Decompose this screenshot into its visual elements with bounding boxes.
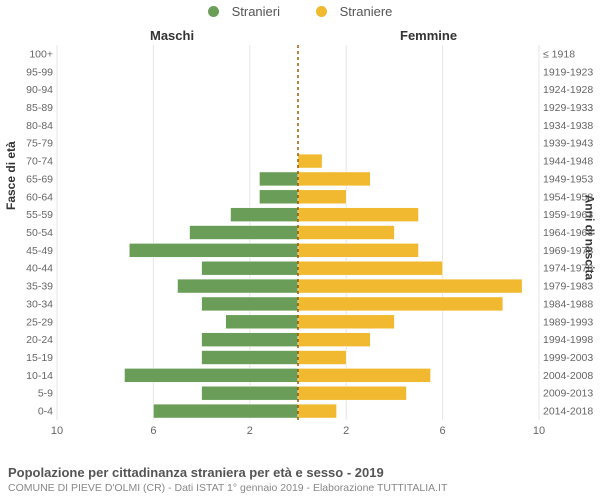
birth-label: 1964-1968 bbox=[543, 227, 593, 239]
age-label: 90-94 bbox=[26, 84, 53, 96]
x-axis-ticks: 10 6 2 2 6 10 bbox=[51, 425, 545, 437]
birth-label: ≤ 1918 bbox=[543, 48, 575, 60]
bar-female bbox=[298, 279, 522, 293]
legend-item-male: Stranieri bbox=[200, 4, 288, 19]
age-label: 35-39 bbox=[26, 281, 53, 293]
bar-male bbox=[202, 261, 298, 275]
birth-label: 1989-1993 bbox=[543, 316, 593, 328]
legend-swatch-male bbox=[208, 6, 219, 17]
bar-male bbox=[226, 315, 298, 329]
chart-subtitle: COMUNE DI PIEVE D'OLMI (CR) - Dati ISTAT… bbox=[8, 482, 447, 494]
birth-label: 1929-1933 bbox=[543, 102, 593, 114]
bar-female bbox=[298, 190, 346, 204]
bar-female bbox=[298, 333, 370, 347]
birth-label: 2004-2008 bbox=[543, 370, 593, 382]
pyramid-plot: 100+95-9990-9485-8980-8475-7970-7465-696… bbox=[57, 45, 539, 440]
age-label: 30-34 bbox=[26, 298, 53, 310]
bar-male bbox=[259, 190, 298, 204]
x-tick: 6 bbox=[440, 425, 446, 437]
age-label: 50-54 bbox=[26, 227, 53, 239]
bar-female bbox=[298, 226, 394, 240]
bar-male bbox=[153, 404, 298, 418]
age-label: 5-9 bbox=[38, 388, 53, 400]
age-label: 40-44 bbox=[26, 263, 53, 275]
bar-male bbox=[202, 351, 298, 365]
legend-swatch-female bbox=[316, 6, 327, 17]
legend-item-female: Straniere bbox=[308, 4, 401, 19]
birth-label: 1999-2003 bbox=[543, 352, 593, 364]
legend-label-male: Stranieri bbox=[232, 4, 280, 19]
birth-label: 1979-1983 bbox=[543, 281, 593, 293]
birth-label: 1959-1963 bbox=[543, 209, 593, 221]
bar-male bbox=[202, 297, 298, 311]
bar-female bbox=[298, 315, 394, 329]
legend-label-female: Straniere bbox=[340, 4, 393, 19]
birth-label: 1984-1988 bbox=[543, 298, 593, 310]
bar-male bbox=[202, 333, 298, 347]
legend: Stranieri Straniere bbox=[0, 4, 600, 20]
birth-label: 1919-1923 bbox=[543, 66, 593, 78]
age-labels: 100+ 95-99 90-94 85-89 80-84 75-79 70-74 65-69 6… bbox=[26, 48, 53, 417]
bar-female bbox=[298, 368, 431, 382]
birth-label: 1944-1948 bbox=[543, 156, 593, 168]
chart-footer: Popolazione per cittadinanza straniera p… bbox=[8, 465, 447, 494]
age-label: 55-59 bbox=[26, 209, 53, 221]
birth-label: 1969-1973 bbox=[543, 245, 593, 257]
bar-female bbox=[298, 208, 419, 222]
bar-female bbox=[298, 386, 406, 400]
age-label: 80-84 bbox=[26, 120, 53, 132]
bars bbox=[124, 154, 522, 418]
chart-container: Stranieri Straniere Maschi Femmine Fasce… bbox=[0, 0, 600, 500]
age-label: 45-49 bbox=[26, 245, 53, 257]
bar-male bbox=[190, 226, 298, 240]
birth-label: 1924-1928 bbox=[543, 84, 593, 96]
birth-label: 2009-2013 bbox=[543, 388, 593, 400]
age-label: 0-4 bbox=[38, 406, 53, 418]
header-male: Maschi bbox=[150, 28, 194, 43]
x-tick: 2 bbox=[343, 425, 349, 437]
age-label: 100+ bbox=[29, 48, 53, 60]
birth-label: 1974-1978 bbox=[543, 263, 593, 275]
birth-label: 1949-1953 bbox=[543, 173, 593, 185]
x-tick: 10 bbox=[51, 425, 63, 437]
age-label: 95-99 bbox=[26, 66, 53, 78]
bar-male bbox=[259, 172, 298, 186]
birth-label: 2014-2018 bbox=[543, 406, 593, 418]
bar-female bbox=[298, 243, 419, 257]
x-tick: 10 bbox=[533, 425, 545, 437]
bar-female bbox=[298, 351, 346, 365]
age-label: 10-14 bbox=[26, 370, 53, 382]
birth-label: 1994-1998 bbox=[543, 334, 593, 346]
bar-male bbox=[178, 279, 299, 293]
bar-female bbox=[298, 172, 370, 186]
bar-female bbox=[298, 261, 443, 275]
birth-labels: ≤ 1918 1919-1923 1924-1928 1929-1933 1934-19… bbox=[543, 48, 593, 417]
bar-male bbox=[231, 208, 298, 222]
header-female: Femmine bbox=[400, 28, 457, 43]
y-axis-label-left: Fasce di età bbox=[4, 141, 18, 210]
age-label: 20-24 bbox=[26, 334, 53, 346]
age-label: 15-19 bbox=[26, 352, 53, 364]
bar-male bbox=[202, 386, 298, 400]
age-label: 75-79 bbox=[26, 138, 53, 150]
chart-title: Popolazione per cittadinanza straniera p… bbox=[8, 465, 447, 480]
bar-female bbox=[298, 154, 322, 168]
age-label: 65-69 bbox=[26, 173, 53, 185]
age-label: 25-29 bbox=[26, 316, 53, 328]
birth-label: 1939-1943 bbox=[543, 138, 593, 150]
age-label: 60-64 bbox=[26, 191, 53, 203]
age-label: 70-74 bbox=[26, 156, 53, 168]
x-tick: 2 bbox=[247, 425, 253, 437]
bar-male bbox=[129, 243, 298, 257]
bar-male bbox=[124, 368, 298, 382]
age-label: 85-89 bbox=[26, 102, 53, 114]
x-tick: 6 bbox=[150, 425, 156, 437]
bar-female bbox=[298, 297, 503, 311]
birth-label: 1934-1938 bbox=[543, 120, 593, 132]
bar-female bbox=[298, 404, 337, 418]
birth-label: 1954-1958 bbox=[543, 191, 593, 203]
